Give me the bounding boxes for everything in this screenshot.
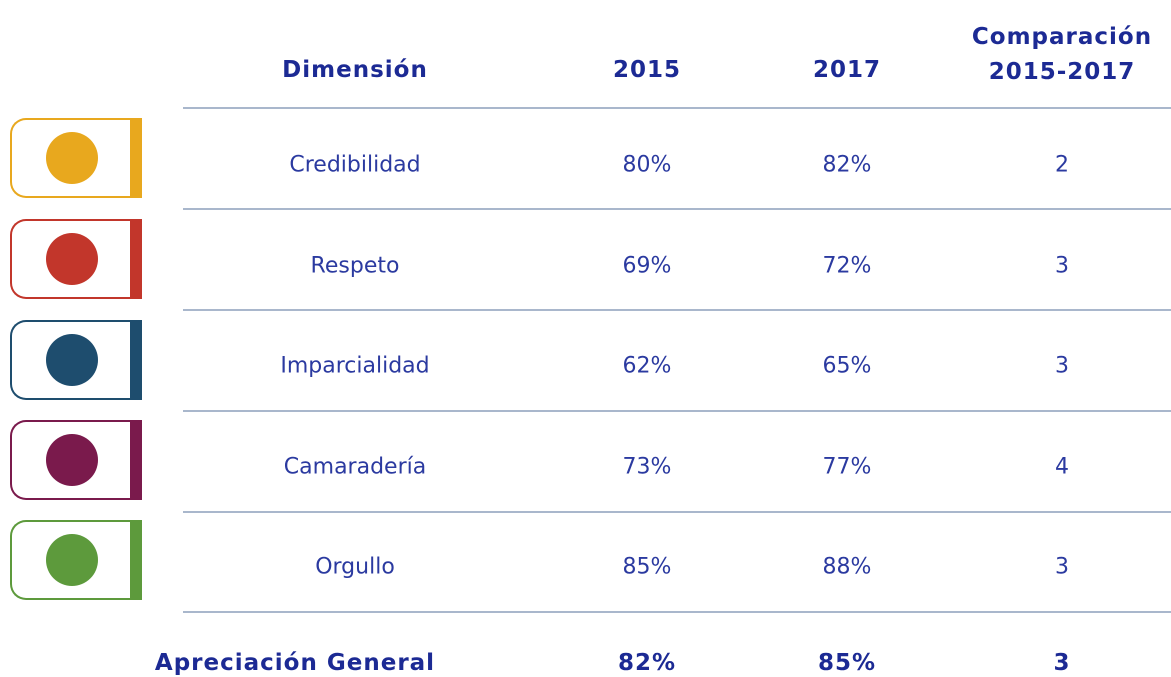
header-cell: 2015 <box>612 57 682 83</box>
table-cell: 88% <box>822 554 872 580</box>
table-cell: 80% <box>622 152 672 178</box>
icon-badge <box>10 520 142 600</box>
footer-cell: Apreciación General <box>154 650 436 676</box>
table-cell: Orgullo <box>315 554 395 580</box>
table-cell: 77% <box>822 454 872 479</box>
table-cell: 69% <box>622 253 672 278</box>
row-divider <box>183 410 1171 412</box>
table-cell: Respeto <box>310 253 400 278</box>
table-cell: 65% <box>822 353 872 379</box>
table-cell: Credibilidad <box>289 152 421 178</box>
footer-cell: 3 <box>1053 650 1071 676</box>
icon-badge <box>10 420 142 500</box>
table-cell: 3 <box>1055 554 1069 580</box>
header-cell: Dimensión <box>282 57 428 83</box>
icon-badge <box>10 118 142 198</box>
table-cell: 85% <box>622 554 672 580</box>
icon-badge <box>10 219 142 299</box>
table-cell: Imparcialidad <box>280 353 430 379</box>
table-cell: 62% <box>622 353 672 379</box>
table-cell: Camaradería <box>283 454 427 479</box>
row-divider <box>183 208 1171 210</box>
table-cell: 3 <box>1055 353 1069 379</box>
header-cell: 2017 <box>812 57 882 83</box>
table-cell: 72% <box>822 253 872 278</box>
header-cell: Comparación <box>971 24 1153 50</box>
footer-cell: 85% <box>817 650 877 676</box>
header-cell: 2015-2017 <box>988 59 1136 85</box>
row-divider <box>183 107 1171 109</box>
icon-badge <box>10 320 142 400</box>
table-cell: 82% <box>822 152 872 178</box>
table-cell: 4 <box>1055 454 1069 479</box>
table-cell: 3 <box>1055 253 1069 278</box>
row-divider <box>183 611 1171 613</box>
footer-cell: 82% <box>617 650 677 676</box>
table-cell: 2 <box>1055 152 1069 178</box>
row-divider <box>183 511 1171 513</box>
row-divider <box>183 309 1171 311</box>
table-cell: 73% <box>622 454 672 479</box>
